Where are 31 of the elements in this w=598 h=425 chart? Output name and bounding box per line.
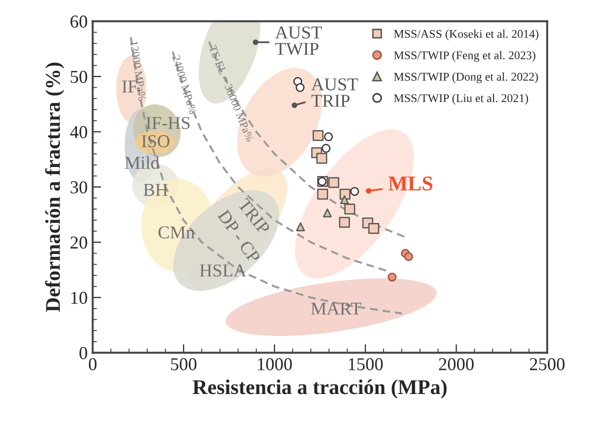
x-tick-label: 1500 xyxy=(348,358,383,370)
legend-label: MSS/TWIP (Liu et al. 2021) xyxy=(394,94,528,105)
annotation: ISO xyxy=(142,135,170,148)
annotation: AUST TWIP xyxy=(275,26,322,56)
annotation: IF xyxy=(122,80,137,92)
x-tick-label: 1000 xyxy=(258,358,292,370)
y-tick-label: 50 xyxy=(70,70,88,83)
x-tick-label: 2500 xyxy=(530,358,565,370)
y-tick-label: 0 xyxy=(79,347,88,360)
y-tick-label: 30 xyxy=(70,181,88,194)
annotation: HSLA xyxy=(200,264,246,277)
y-tick-label: 10 xyxy=(71,292,88,304)
x-tick-label: 500 xyxy=(171,358,196,370)
annotation: CMn xyxy=(158,226,195,238)
y-axis-title: Deformación a fractura (%) xyxy=(45,62,64,312)
x-tick-label: 2000 xyxy=(439,358,474,370)
legend-label: MSS/TWIP (Dong et al. 2022) xyxy=(394,72,538,84)
x-tick-label: 0 xyxy=(88,358,97,370)
text: TS·EL = 36000 MPa% xyxy=(208,44,254,142)
text: 24000 MPa% xyxy=(172,54,197,115)
legend-label: MSS/TWIP (Feng et al. 2023) xyxy=(394,50,536,62)
annotation: Mild xyxy=(124,156,160,169)
annotation: BH xyxy=(144,184,168,196)
y-tick-label: 40 xyxy=(70,126,88,138)
annotation: MART xyxy=(311,302,362,315)
y-tick-label: 60 xyxy=(70,16,88,28)
annotation: MLS xyxy=(388,176,432,191)
legend-label: MSS/ASS (Koseki et al. 2014) xyxy=(394,30,538,40)
annotation: AUST TRIP xyxy=(311,78,358,107)
y-tick-label: 20 xyxy=(70,236,88,249)
x-axis-title: Resistencia a tracción (MPa) xyxy=(192,380,447,398)
